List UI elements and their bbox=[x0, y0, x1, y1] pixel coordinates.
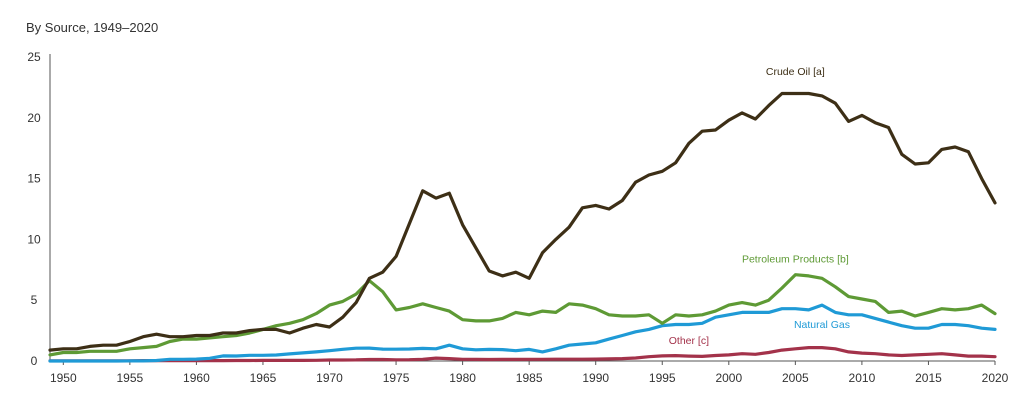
x-tick-label: 2010 bbox=[849, 371, 876, 385]
x-tick-label: 1995 bbox=[649, 371, 676, 385]
chart-subtitle: By Source, 1949–2020 bbox=[26, 20, 159, 35]
series-line-1 bbox=[48, 273, 997, 357]
y-tick-label: 15 bbox=[27, 172, 41, 186]
series-line-2 bbox=[48, 303, 997, 363]
y-tick-label: 10 bbox=[27, 232, 41, 246]
y-tick-label: 20 bbox=[27, 111, 41, 125]
x-tick-label: 2000 bbox=[715, 371, 742, 385]
y-tick-label: 0 bbox=[31, 354, 38, 368]
x-tick-labels: 1950 1955 1960 1965 1970 1975 1980 1985 1990 1995… bbox=[50, 361, 1009, 385]
x-tick-label: 1955 bbox=[117, 371, 144, 385]
series-label: Petroleum Products [b] bbox=[742, 254, 849, 266]
x-tick-label: 1975 bbox=[383, 371, 410, 385]
x-tick-label: 1960 bbox=[183, 371, 210, 385]
x-tick-label: 2015 bbox=[915, 371, 942, 385]
x-tick-label: 1965 bbox=[250, 371, 277, 385]
x-tick-label: 2020 bbox=[982, 371, 1009, 385]
x-tick-label: 1950 bbox=[50, 371, 77, 385]
x-tick-label: 2005 bbox=[782, 371, 809, 385]
series-labels: Crude Oil [a] Petroleum Products [b] Natur… bbox=[669, 66, 850, 347]
x-tick-label: 1985 bbox=[516, 371, 543, 385]
series-lines bbox=[48, 91, 997, 363]
y-tick-label: 5 bbox=[31, 293, 38, 307]
y-tick-label: 25 bbox=[27, 50, 41, 64]
series-label: Other [c] bbox=[669, 335, 709, 347]
series-line-3 bbox=[48, 346, 997, 363]
y-tick-labels: 0 5 10 15 20 25 bbox=[27, 50, 41, 368]
x-tick-label: 1990 bbox=[582, 371, 609, 385]
series-label: Crude Oil [a] bbox=[766, 66, 825, 78]
x-tick-label: 1970 bbox=[316, 371, 343, 385]
series-label: Natural Gas bbox=[794, 319, 850, 331]
x-tick-label: 1980 bbox=[449, 371, 476, 385]
series-line-0 bbox=[48, 91, 997, 352]
